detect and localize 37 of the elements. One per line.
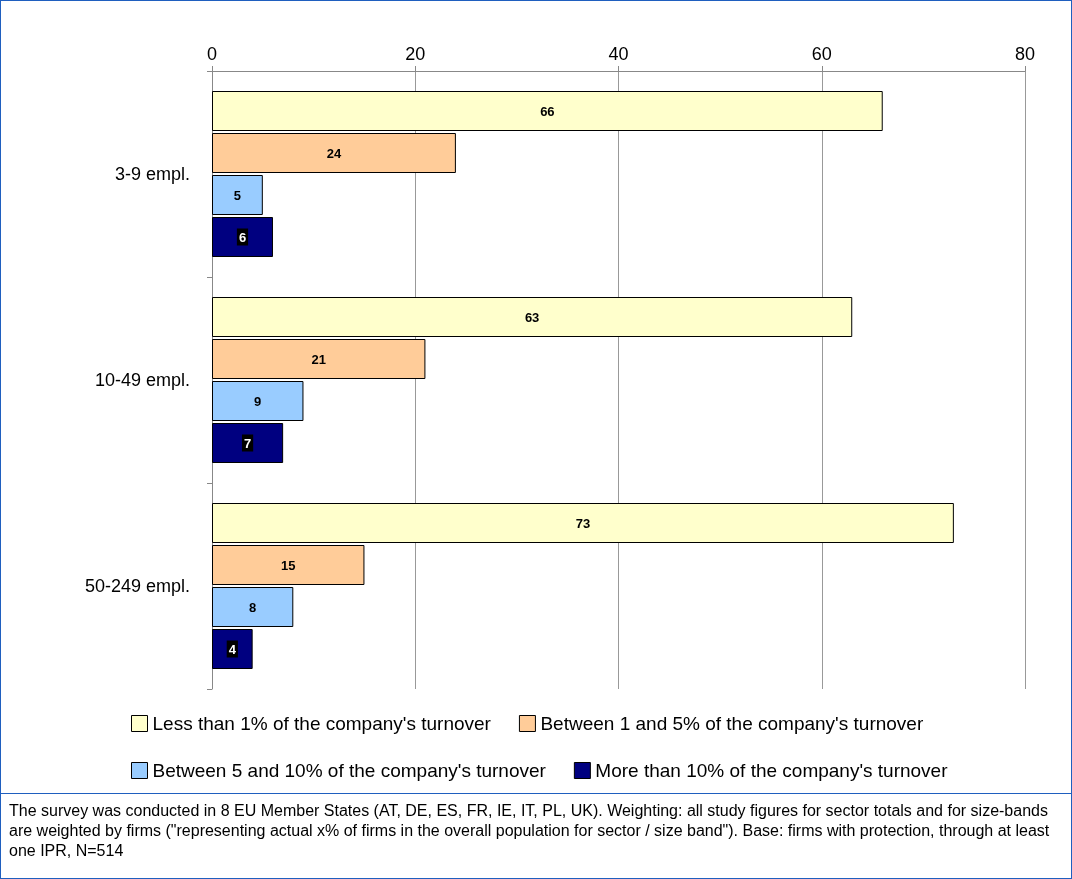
bar bbox=[212, 629, 253, 669]
data-label: 66 bbox=[540, 103, 555, 119]
data-label: 9 bbox=[254, 393, 262, 409]
data-label: 6 bbox=[238, 229, 247, 245]
data-label: 8 bbox=[249, 599, 257, 615]
x-tick-label: 0 bbox=[206, 44, 218, 64]
bar bbox=[212, 297, 853, 337]
bar bbox=[212, 503, 954, 543]
bar bbox=[212, 217, 273, 257]
legend-label: Between 1 and 5% of the company's turnover bbox=[540, 713, 924, 734]
x-tick-label: 60 bbox=[811, 44, 832, 64]
data-label: 5 bbox=[233, 187, 242, 203]
data-label: 63 bbox=[524, 309, 540, 325]
text: The survey was conducted in 8 EU Member States (AT, DE, ES, FR, IE, IT, PL, UK). Weighting: all study figures for sector totals and for size-bands are weighted by firms ("representing actual x% of firms in the overall population for sector / size band"). Base: firms with protection, through at least one IPR, N=514 bbox=[9, 801, 1051, 861]
bar bbox=[212, 91, 883, 131]
data-label: 21 bbox=[311, 351, 326, 367]
x-tick-label: 40 bbox=[608, 44, 629, 64]
data-label: 24 bbox=[326, 145, 342, 161]
y-tick-label: 50-249 empl. bbox=[84, 576, 190, 596]
data-label: 7 bbox=[243, 435, 252, 451]
y-tick-label: 3-9 empl. bbox=[114, 164, 190, 184]
data-label: 4 bbox=[228, 641, 237, 657]
bar bbox=[212, 175, 263, 215]
y-tick-label: 10-49 empl. bbox=[94, 370, 190, 390]
legend-label: More than 10% of the company's turnover bbox=[595, 760, 949, 781]
bar bbox=[212, 587, 294, 627]
legend-label: Less than 1% of the company's turnover bbox=[152, 713, 492, 734]
bar bbox=[212, 133, 456, 173]
x-tick-label: 20 bbox=[405, 44, 426, 64]
data-label: 73 bbox=[575, 515, 591, 531]
bar bbox=[212, 339, 426, 379]
legend-label: Between 5 and 10% of the company's turnover bbox=[152, 760, 547, 781]
data-label: 15 bbox=[280, 557, 296, 573]
bar bbox=[212, 545, 365, 585]
bar bbox=[212, 381, 304, 421]
bar bbox=[212, 423, 284, 463]
x-tick-label: 80 bbox=[1014, 44, 1036, 64]
